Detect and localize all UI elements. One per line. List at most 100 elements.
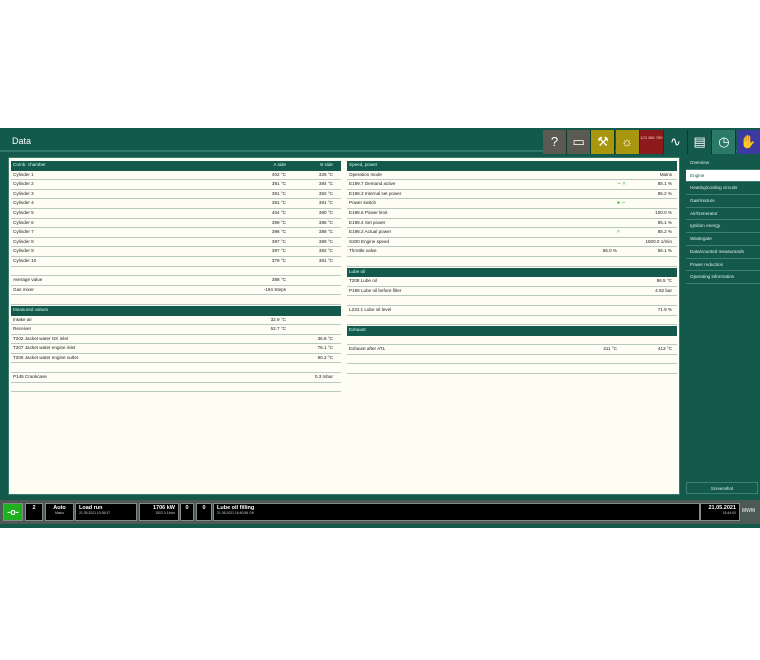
table-row: Gas mixer -194 Steps bbox=[11, 286, 341, 296]
spacer-row bbox=[347, 364, 677, 375]
row-label: T202 Jacket water GK inlet bbox=[13, 335, 69, 341]
row-label: T207 Jacket water engine inlet bbox=[13, 345, 76, 351]
message-indicator[interactable]: Lube oil filling 21.05.2021 16:40:56 Off bbox=[213, 503, 700, 521]
spacer-row bbox=[347, 355, 677, 365]
value-a: 411 °C bbox=[603, 346, 617, 352]
row-label: Cylinder 9 bbox=[13, 248, 34, 254]
table-row: Cylinder 8 397 °C 389 °C bbox=[11, 238, 341, 248]
mode-indicator[interactable]: Auto Mains bbox=[45, 503, 74, 521]
value-b: 90.2 °C bbox=[317, 354, 333, 360]
table-row: Cylinder 2 391 °C 384 °C bbox=[11, 180, 341, 190]
row-label: Speed, power bbox=[349, 162, 378, 167]
row-label: Average value bbox=[13, 277, 43, 283]
sidebar-item-ignition-energy[interactable]: Ignition energy bbox=[686, 220, 760, 234]
table-row: Throttle valve 56.0 % 56.1 % bbox=[347, 247, 677, 257]
spacer-row bbox=[11, 363, 341, 374]
row-label: Exhaust bbox=[349, 327, 366, 333]
sidebar-item-overview[interactable]: Overview bbox=[686, 157, 760, 170]
table-row: Receiver 52.7 °C bbox=[11, 325, 341, 335]
status-icons: ● ∼ bbox=[617, 200, 626, 207]
table-row: Cylinder 10 379 °C 381 °C bbox=[11, 257, 341, 267]
mwm-logo: MWM bbox=[742, 508, 756, 514]
power-indicator: 1706 kW 1502.3 1/min bbox=[139, 503, 179, 521]
speed-value: 1502.3 1/min bbox=[155, 511, 175, 515]
table-row: Cylinder 3 391 °C 392 °C bbox=[11, 190, 341, 200]
table-row: Power switch ● ∼ bbox=[347, 199, 677, 209]
value-b: 85.1 % bbox=[657, 181, 672, 187]
row-label: Cylinder 7 bbox=[13, 229, 34, 235]
value-b: 85.2 % bbox=[657, 229, 672, 235]
sidebar-item-wastegate[interactable]: Wastegate bbox=[686, 233, 760, 246]
row-label: T208 Lube oil bbox=[349, 278, 377, 284]
value-a: 379 °C bbox=[271, 257, 286, 263]
sidebar-item-data-counted-measurands[interactable]: Data/counted measurands bbox=[686, 246, 760, 259]
value-b: 385 °C bbox=[318, 219, 333, 225]
spacer-row bbox=[347, 316, 677, 326]
breaker-icon[interactable]: -o- bbox=[3, 503, 23, 521]
value-b: B side bbox=[320, 162, 333, 167]
spacer-row bbox=[11, 383, 341, 393]
table-row: Cylinder 7 396 °C 388 °C bbox=[11, 228, 341, 238]
value-b: 326 °C bbox=[318, 171, 333, 177]
wrench-icon: ⚒ bbox=[597, 134, 609, 149]
screenshot-button[interactable]: Screenshot bbox=[686, 482, 758, 494]
list-button[interactable]: ▤ bbox=[688, 130, 713, 154]
value-a: 399 °C bbox=[271, 219, 286, 225]
sidebar-item-heating-cooling-circuits[interactable]: Heating/cooling circuits bbox=[686, 182, 760, 196]
wrench-button[interactable]: ⚒ bbox=[591, 130, 616, 154]
row-label: Receiver bbox=[13, 326, 32, 332]
table-row: Cylinder 4 391 °C 381 °C bbox=[11, 199, 341, 209]
table-row: E198.4 Set power 85.1 % bbox=[347, 219, 677, 229]
value-b: 413 °C bbox=[657, 346, 672, 352]
row-label: Comb. chamber bbox=[13, 162, 46, 167]
sidebar-item-air-generator[interactable]: Air/Generator bbox=[686, 208, 760, 221]
help-icon: ? bbox=[550, 134, 559, 149]
mode-label: Auto bbox=[53, 505, 66, 511]
table-row: E199.7 Demand active 85.1 % ∼ ˄ bbox=[347, 180, 677, 190]
value-b: 380 °C bbox=[318, 209, 333, 215]
table-row: E198.2 Actual power 85.2 % ˄ bbox=[347, 228, 677, 238]
message-text: Lube oil filling bbox=[217, 505, 255, 511]
spacer-row bbox=[347, 336, 677, 346]
keypad-button[interactable]: 123 456 789 bbox=[639, 130, 664, 154]
row-label: P145 Crankcase bbox=[13, 374, 47, 380]
table-row: Operation mode Mains bbox=[347, 171, 677, 181]
row-label: Cylinder 6 bbox=[13, 219, 34, 225]
help-button[interactable]: ? bbox=[543, 130, 567, 154]
sidebar-item-operating-information[interactable]: Operating information bbox=[686, 271, 760, 284]
spacer-row bbox=[347, 257, 677, 267]
table-row: Cylinder 1 402 °C 326 °C bbox=[11, 171, 341, 181]
row-label: Cylinder 4 bbox=[13, 200, 34, 206]
sidebar-item-gas-mixture[interactable]: Gas/mixture bbox=[686, 195, 760, 208]
row-label: E198.4 Set power bbox=[349, 219, 386, 225]
value-a: 388 °C bbox=[271, 277, 286, 283]
clock: 21.05.2021 16:44:00 bbox=[700, 503, 740, 521]
gauge-button[interactable]: ◷ bbox=[712, 130, 737, 154]
left-tables: Comb. chamber A side B side Cylinder 1 402 °… bbox=[11, 160, 341, 393]
trend-button[interactable]: ∿ bbox=[664, 130, 688, 154]
value-b: 392 °C bbox=[318, 190, 333, 196]
value-a: 391 °C bbox=[271, 190, 286, 196]
sidebar-item-engine[interactable]: Engine bbox=[686, 169, 760, 183]
state-indicator: Load run 21.05.2021 10:35:37 bbox=[75, 503, 137, 521]
table-row: T207 Jacket water engine inlet 78.1 °C bbox=[11, 344, 341, 354]
row-label: E198.6 Power limit bbox=[349, 209, 388, 215]
trend-icon: ∿ bbox=[670, 134, 681, 149]
table-row: E198.3 Internal set power 85.2 % bbox=[347, 190, 677, 200]
computer-icon: ▭ bbox=[572, 134, 585, 149]
lamp-icon: ☼ bbox=[621, 134, 634, 149]
hand-button[interactable]: ✋ bbox=[736, 130, 760, 154]
status-icons: ∼ ˄ bbox=[617, 181, 626, 188]
state-label: Load run bbox=[79, 505, 103, 511]
sidebar-item-power-reduction[interactable]: Power reduction bbox=[686, 259, 760, 272]
lamp-button[interactable]: ☼ bbox=[615, 130, 640, 154]
hand-icon: ✋ bbox=[740, 134, 757, 149]
value-a: 404 °C bbox=[271, 209, 286, 215]
row-label: T206 Jacket water engine outlet bbox=[13, 354, 79, 360]
value-b: 85.2 % bbox=[657, 190, 672, 196]
table-row: T208 Lube oil 96.5 °C bbox=[347, 277, 677, 287]
spacer-row bbox=[11, 267, 341, 277]
value-b: 384 °C bbox=[318, 181, 333, 187]
value-a: 396 °C bbox=[271, 229, 286, 235]
computer-button[interactable]: ▭ bbox=[567, 130, 592, 154]
